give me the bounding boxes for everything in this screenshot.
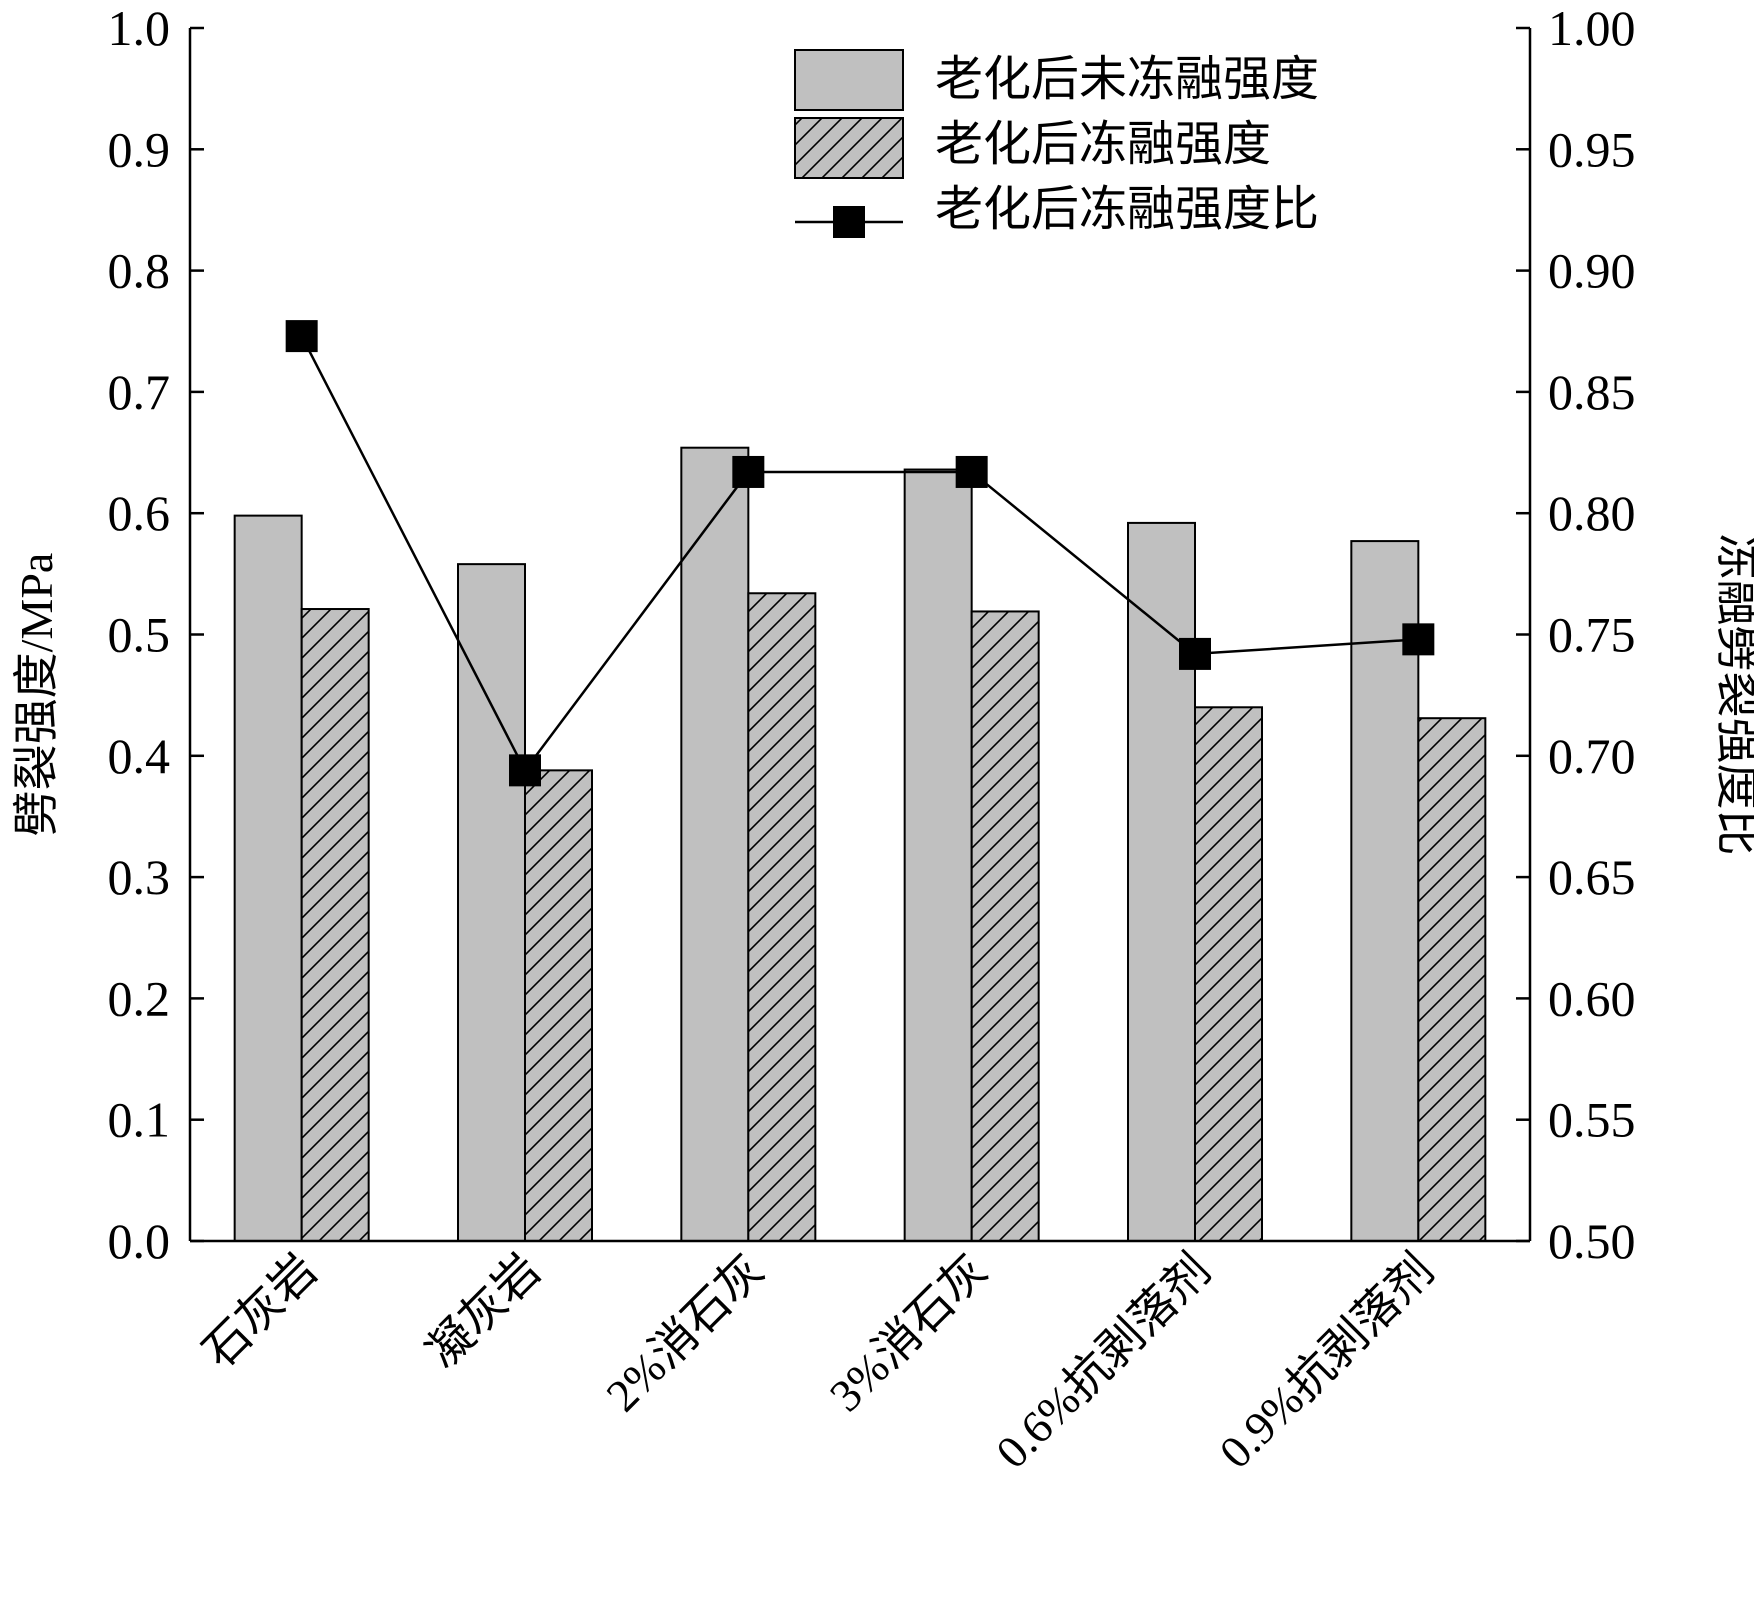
ratio-marker	[1402, 623, 1435, 656]
left-tick-label: 0.0	[108, 1213, 171, 1269]
category-label: 0.6%抗剥落剂	[986, 1244, 1220, 1478]
left-axis-title: 劈裂强度/MPa	[11, 553, 62, 837]
ratio-marker	[955, 455, 988, 488]
bar-unfrozen	[1350, 540, 1420, 1242]
legend-swatch-unfrozen	[794, 49, 904, 111]
right-tick-label: 0.85	[1548, 364, 1636, 420]
bars	[233, 446, 1487, 1243]
left-tick-label: 0.8	[108, 243, 171, 299]
legend-label-ratio: 老化后冻融强度比	[935, 183, 1319, 236]
ratio-marker	[285, 320, 318, 353]
bar-unfrozen	[233, 514, 303, 1242]
right-tick-label: 0.90	[1548, 243, 1636, 299]
category-label: 3%消石灰	[820, 1244, 997, 1421]
left-tick-label: 0.9	[108, 121, 171, 177]
bar-unfrozen	[1127, 521, 1196, 1242]
left-tick-label: 0.2	[108, 970, 171, 1026]
left-tick-label: 0.3	[108, 849, 171, 905]
left-tick-label: 0.5	[108, 607, 171, 663]
right-tick-label: 0.70	[1548, 728, 1636, 784]
right-tick-label: 0.80	[1548, 485, 1636, 541]
bar-frozen	[524, 769, 593, 1243]
bar-frozen	[1417, 717, 1487, 1242]
ratio-marker	[732, 455, 765, 488]
right-tick-label: 0.60	[1548, 970, 1636, 1026]
left-tick-label: 0.1	[108, 1092, 171, 1148]
ratio-marker	[509, 754, 541, 787]
category-label: 2%消石灰	[596, 1244, 773, 1421]
ratio-line	[285, 320, 1435, 787]
right-tick-label: 1.00	[1548, 0, 1636, 56]
bar-frozen	[970, 610, 1040, 1242]
left-axis-ticks: 0.0 0.1 0.2 0.3 0.4 0.5 0.6 0.7 0.8 0.9 1.0	[108, 0, 204, 1269]
legend-marker-ratio	[833, 206, 865, 238]
legend-label-unfrozen: 老化后未冻融强度	[935, 53, 1319, 106]
ratio-line-path	[300, 335, 1419, 773]
right-tick-label: 0.95	[1548, 121, 1636, 177]
bar-unfrozen	[680, 446, 750, 1242]
right-tick-label: 0.65	[1548, 849, 1636, 905]
right-tick-label: 0.50	[1548, 1213, 1636, 1269]
bar-frozen	[747, 592, 817, 1242]
bar-unfrozen	[457, 563, 526, 1242]
left-tick-label: 0.6	[108, 485, 171, 541]
right-axis-ticks: 0.50 0.55 0.60 0.65 0.70 0.75 0.80 0.85 0.90 0.95…	[1516, 0, 1636, 1269]
axes	[188, 28, 1532, 1243]
legend-swatch-frozen	[794, 117, 904, 179]
category-label: 0.9%抗剥落剂	[1209, 1244, 1443, 1478]
category-label: 凝灰岩	[416, 1244, 550, 1378]
category-label: 石灰岩	[193, 1244, 327, 1378]
legend-label-frozen: 老化后冻融强度	[935, 118, 1271, 171]
left-tick-label: 0.4	[108, 728, 171, 784]
right-tick-label: 0.55	[1548, 1092, 1636, 1148]
right-tick-label: 0.75	[1548, 607, 1636, 663]
left-tick-label: 0.7	[108, 364, 171, 420]
bar-frozen	[1194, 706, 1263, 1242]
bar-unfrozen	[903, 468, 973, 1243]
ratio-marker	[1179, 637, 1211, 670]
bar-frozen	[300, 608, 370, 1242]
legend: 老化后未冻融强度 老化后冻融强度 老化后冻融强度比	[794, 49, 1319, 238]
right-axis-title: 冻融劈裂强度比	[1712, 534, 1754, 856]
left-tick-label: 1.0	[108, 0, 171, 56]
